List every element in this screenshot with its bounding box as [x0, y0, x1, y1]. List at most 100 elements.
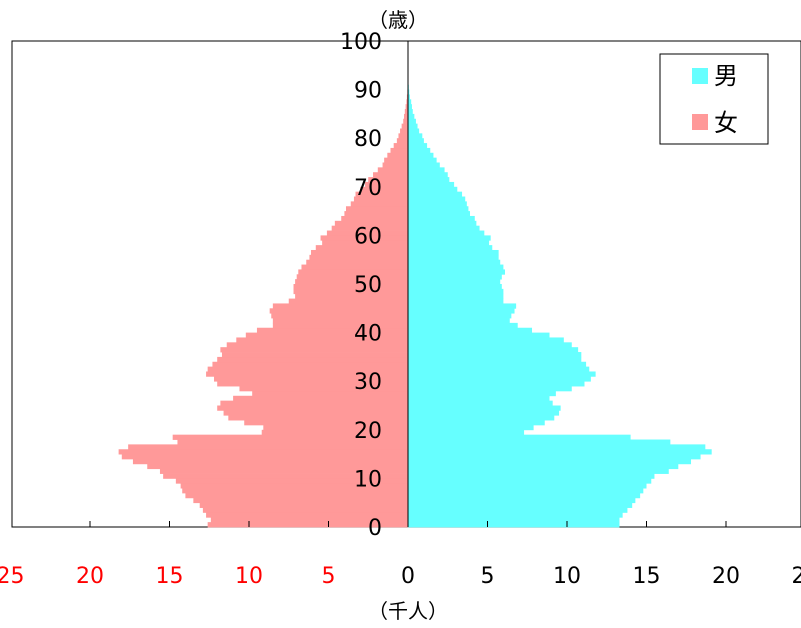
bar-female-age-79	[396, 138, 408, 144]
bar-female-age-71	[368, 177, 408, 183]
bar-female-age-27	[252, 390, 408, 397]
bar-male-age-32	[408, 366, 590, 372]
bar-male-age-23	[408, 410, 560, 416]
bar-female-age-21	[244, 420, 408, 426]
bar-male-age-65	[408, 206, 469, 212]
bar-male-age-5	[408, 497, 636, 504]
bar-female-age-77	[390, 147, 408, 154]
bar-male-age-25	[408, 400, 553, 406]
bar-female-age-50	[295, 279, 408, 285]
bar-female-age-56	[311, 249, 408, 256]
bar-male-age-60	[408, 230, 485, 236]
bar-male-age-4	[408, 502, 633, 508]
bar-female-age-54	[306, 259, 408, 265]
bar-male-age-1	[408, 517, 620, 523]
bar-male-age-69	[408, 186, 458, 193]
bar-female-age-59	[320, 235, 408, 241]
bar-female-age-62	[334, 220, 408, 227]
bar-female-age-7	[182, 488, 408, 494]
bar-male-age-74	[408, 162, 440, 168]
bar-female-age-49	[293, 284, 408, 290]
legend-label-female: 女	[714, 109, 738, 137]
bar-male-age-3	[408, 507, 628, 513]
bar-female-age-36	[220, 347, 408, 353]
bar-male-age-20	[408, 424, 534, 431]
bar-male-age-66	[408, 201, 467, 207]
bar-male-age-30	[408, 376, 591, 382]
bar-male-age-34	[408, 356, 582, 363]
bar-female-age-45	[272, 303, 408, 309]
bar-male-age-0	[408, 522, 620, 528]
bar-male-age-43	[408, 313, 512, 319]
bar-female-age-44	[269, 308, 408, 314]
bar-male-age-48	[408, 288, 504, 295]
y-tick-label: 10	[354, 467, 382, 492]
bar-female-age-60	[326, 230, 408, 236]
bar-female-age-10	[163, 473, 408, 479]
x-tick-label-right: 20	[712, 564, 740, 589]
y-tick-label: 30	[354, 370, 382, 395]
bar-female-age-57	[315, 245, 408, 251]
bar-female-age-48	[293, 288, 408, 295]
x-tick-label-right: 0	[401, 564, 415, 589]
bar-female-age-70	[365, 181, 408, 188]
bar-female-age-35	[221, 352, 408, 358]
bar-male-age-26	[408, 395, 550, 402]
x-tick-label-left: 20	[76, 564, 104, 589]
bar-female-age-78	[393, 143, 408, 149]
bar-female-age-22	[228, 415, 408, 421]
y-tick-label: 90	[354, 79, 382, 104]
bar-male-age-56	[408, 249, 499, 256]
bar-female-age-26	[233, 395, 408, 402]
legend-box	[659, 53, 769, 145]
bar-female-age-19	[261, 429, 408, 436]
bar-female-age-69	[360, 186, 408, 193]
x-unit-label: （千人）	[368, 599, 448, 623]
x-tick-label-left: 5	[322, 564, 336, 589]
x-tick-label-left: 25	[0, 564, 25, 589]
bar-female-age-2	[206, 512, 408, 518]
bar-female-age-5	[193, 497, 408, 504]
bar-female-age-12	[147, 463, 409, 470]
bar-female-age-18	[172, 434, 408, 440]
bar-male-age-11	[408, 468, 669, 474]
bar-female-age-14	[121, 454, 409, 460]
bar-female-age-53	[301, 264, 408, 270]
bar-male-age-75	[408, 157, 437, 163]
bar-female-age-8	[180, 483, 408, 489]
bar-male-age-58	[408, 240, 490, 246]
bar-male-age-78	[408, 143, 428, 149]
legend-swatch-female	[692, 114, 708, 130]
bar-female-age-46	[288, 298, 408, 304]
bar-female-age-15	[118, 449, 409, 455]
bar-male-age-54	[408, 259, 501, 265]
bar-female-age-23	[223, 410, 408, 416]
bar-male-age-67	[408, 196, 466, 202]
bar-female-age-47	[295, 293, 408, 299]
bar-male-age-36	[408, 347, 579, 353]
bar-female-age-72	[373, 172, 408, 178]
bar-male-age-47	[408, 293, 504, 299]
y-tick-label: 50	[354, 273, 382, 298]
bar-female-age-33	[212, 361, 408, 368]
bar-male-age-31	[408, 371, 596, 377]
bar-male-age-55	[408, 254, 499, 261]
bar-female-age-40	[256, 327, 408, 333]
bar-male-age-6	[408, 492, 641, 499]
bar-female-age-1	[210, 517, 408, 523]
female-bars	[118, 70, 409, 528]
x-tick-labels: 25 20 15 10 5 0 5 10 15 20 25	[0, 564, 801, 589]
bar-male-age-7	[408, 488, 644, 494]
bar-female-age-58	[322, 240, 408, 246]
bar-male-age-22	[408, 415, 555, 421]
bar-female-age-4	[199, 502, 408, 508]
bar-male-age-80	[408, 133, 423, 139]
bar-male-age-64	[408, 211, 471, 217]
bar-male-age-76	[408, 152, 434, 159]
bar-female-age-51	[296, 274, 408, 280]
bar-female-age-73	[377, 167, 408, 173]
bar-female-age-74	[382, 162, 408, 168]
bar-female-age-17	[177, 439, 408, 445]
bar-male-age-57	[408, 245, 493, 251]
